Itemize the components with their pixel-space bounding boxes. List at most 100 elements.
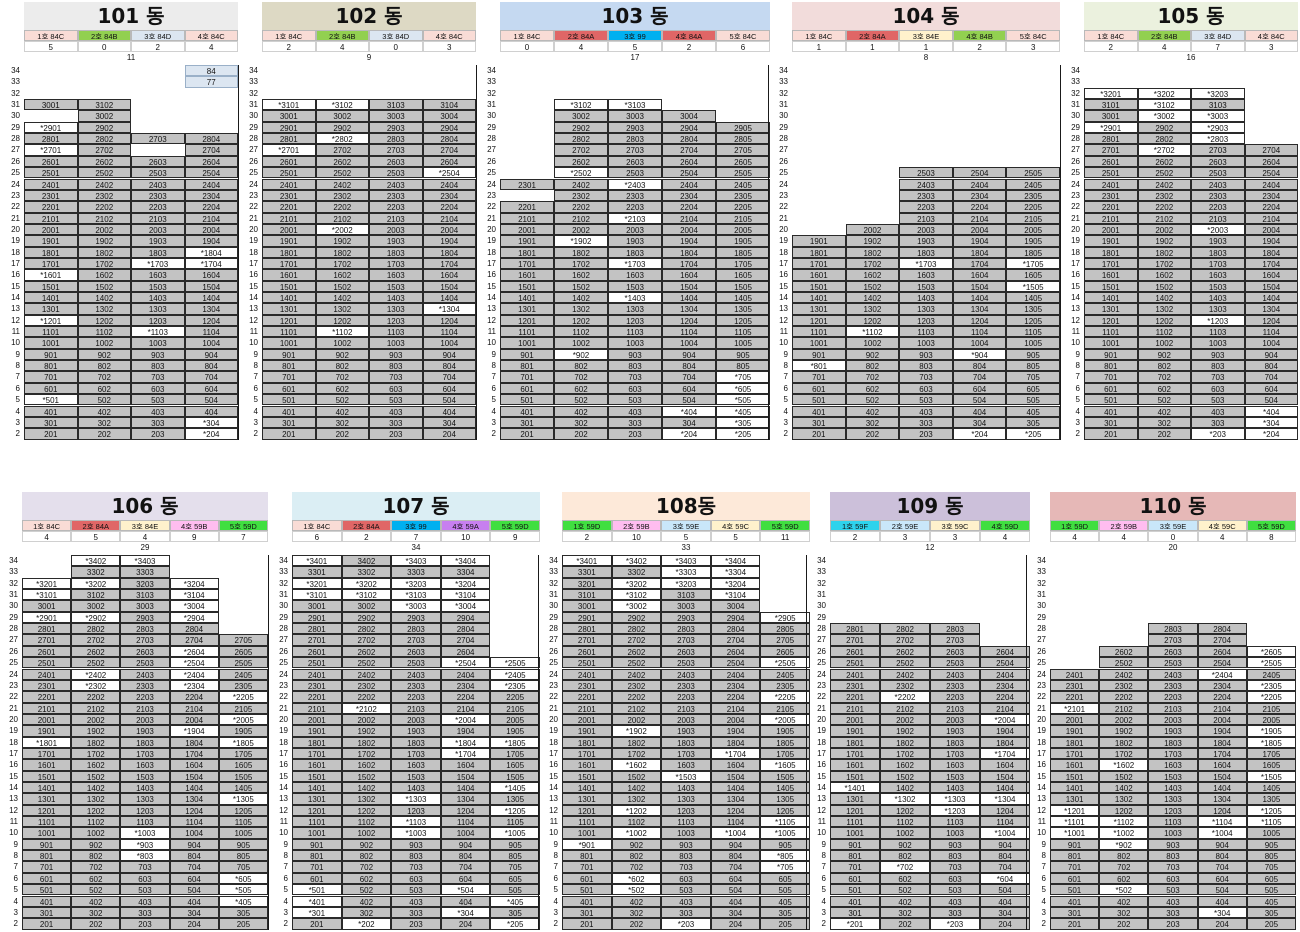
unit-cell: 1002 — [880, 827, 930, 839]
unit-cell: 2701 — [562, 634, 612, 646]
unit-cell: 2704 — [440, 634, 491, 646]
floor-label: 32 — [487, 88, 496, 98]
unit-cell: 2105 — [1006, 212, 1060, 224]
unit-cell: 1305 — [1246, 793, 1296, 805]
floor-label: 25 — [11, 168, 20, 178]
unit-cell: 401 — [562, 895, 612, 907]
unit-type-header: 3호 99 — [608, 30, 662, 41]
unit-cell: 1204 — [184, 314, 238, 327]
unit-type-header: 2호 59B — [611, 520, 662, 531]
floor-label: 9 — [491, 349, 496, 359]
unit-cell: *2302 — [71, 679, 121, 692]
unit-cell: *3203 — [661, 577, 711, 590]
unit-cell: *1105 — [760, 816, 810, 828]
unit-cell: 2301 — [1084, 189, 1138, 202]
unit-cell: *1202 — [611, 804, 662, 817]
unit-cell: 2404 — [980, 668, 1030, 680]
unit-cell: 1504 — [184, 280, 238, 292]
unit-cell: 2302 — [611, 679, 662, 692]
unit-cell: 602 — [845, 382, 900, 395]
unit-cell: 2301 — [830, 679, 880, 692]
floor-label: 33 — [549, 567, 558, 577]
panel-divider — [238, 65, 239, 440]
unit-type-count: 2 — [341, 531, 392, 542]
unit-cell: 1204 — [662, 314, 716, 327]
unit-cell: 1701 — [792, 257, 846, 270]
unit-type-header: 3호 84D — [1191, 30, 1245, 41]
unit-cell: 1802 — [1099, 736, 1149, 748]
unit-cell: 602 — [880, 872, 930, 885]
unit-cell: 2104 — [710, 702, 761, 714]
unit-cell: *1703 — [131, 257, 185, 270]
unit-cell: 1501 — [22, 770, 72, 782]
unit-type-count: 2 — [952, 41, 1007, 52]
unit-cell: 2005 — [1246, 713, 1296, 726]
unit-cell: 2503 — [930, 657, 980, 669]
floor-label: 18 — [487, 247, 496, 257]
unit-cell: 1904 — [980, 725, 1030, 737]
unit-cell: 1901 — [24, 235, 78, 247]
unit-type-count: 9 — [169, 531, 219, 542]
unit-cell: 801 — [24, 360, 78, 372]
unit-cell: 1402 — [315, 292, 369, 304]
unit-cell: 1204 — [980, 804, 1030, 817]
floor-label: 12 — [487, 315, 496, 325]
unit-cell: 2103 — [661, 702, 711, 714]
unit-cell: 2005 — [716, 223, 770, 236]
floor-label: 26 — [279, 646, 288, 656]
unit-cell: 601 — [1084, 382, 1138, 395]
unit-cell: 2701 — [1084, 144, 1138, 156]
unit-cell: 201 — [262, 428, 316, 440]
floor-label: 2 — [1041, 919, 1046, 929]
unit-cell: 401 — [1084, 405, 1138, 417]
unit-cell: 701 — [22, 861, 72, 873]
unit-cell: *304 — [1244, 416, 1298, 429]
unit-cell: *2903 — [1191, 121, 1245, 134]
unit-cell: 502 — [554, 394, 608, 406]
unit-cell: 3002 — [315, 110, 369, 122]
unit-cell: 2604 — [1197, 645, 1247, 658]
unit-cell: 3101 — [562, 589, 612, 601]
unit-cell: 203 — [391, 918, 441, 930]
unit-cell: 801 — [262, 360, 316, 372]
unit-cell: 2905 — [716, 121, 770, 134]
unit-cell: 1904 — [662, 235, 716, 247]
unit-cell: 1402 — [1099, 782, 1149, 794]
unit-cell: *3002 — [1137, 110, 1191, 122]
unit-cell: *2102 — [341, 702, 392, 714]
floor-label: 5 — [553, 885, 558, 895]
unit-cell: *2902 — [71, 611, 121, 624]
unit-cell: 1404 — [980, 782, 1030, 794]
unit-cell: 2402 — [611, 668, 662, 680]
unit-cell: 3103 — [1191, 99, 1245, 111]
unit-cell: *1805 — [1246, 736, 1296, 748]
unit-cell: 403 — [1191, 405, 1245, 417]
unit-cell: 2602 — [880, 645, 930, 658]
unit-cell: 702 — [611, 861, 662, 873]
unit-cell: 303 — [930, 906, 980, 919]
unit-cell: *404 — [1244, 405, 1298, 417]
unit-cell: 2405 — [1006, 178, 1060, 190]
unit-cell: 2101 — [830, 702, 880, 714]
floor-label: 32 — [549, 578, 558, 588]
unit-cell: 703 — [120, 861, 170, 873]
unit-cell: 2803 — [391, 623, 441, 635]
floor-label: 9 — [283, 839, 288, 849]
unit-cell: 2505 — [218, 657, 268, 669]
unit-cell: 2201 — [500, 201, 554, 213]
floor-label: 34 — [1071, 66, 1080, 75]
unit-cell: 2203 — [661, 691, 711, 703]
unit-cell: 2301 — [292, 679, 342, 692]
unit-cell: 1403 — [131, 292, 185, 304]
unit-cell: 1805 — [716, 246, 770, 258]
unit-cell: 2102 — [1137, 212, 1191, 224]
unit-cell: *203 — [930, 918, 980, 930]
unit-cell: *2605 — [1246, 645, 1296, 658]
unit-cell: 2501 — [830, 657, 880, 669]
unit-cell: 1404 — [184, 292, 238, 304]
unit-cell: 2901 — [292, 611, 342, 624]
unit-cell: 1404 — [422, 292, 476, 304]
unit-cell: 2103 — [391, 702, 441, 714]
unit-cell: 3302 — [341, 566, 392, 578]
floor-label: 28 — [249, 134, 258, 144]
